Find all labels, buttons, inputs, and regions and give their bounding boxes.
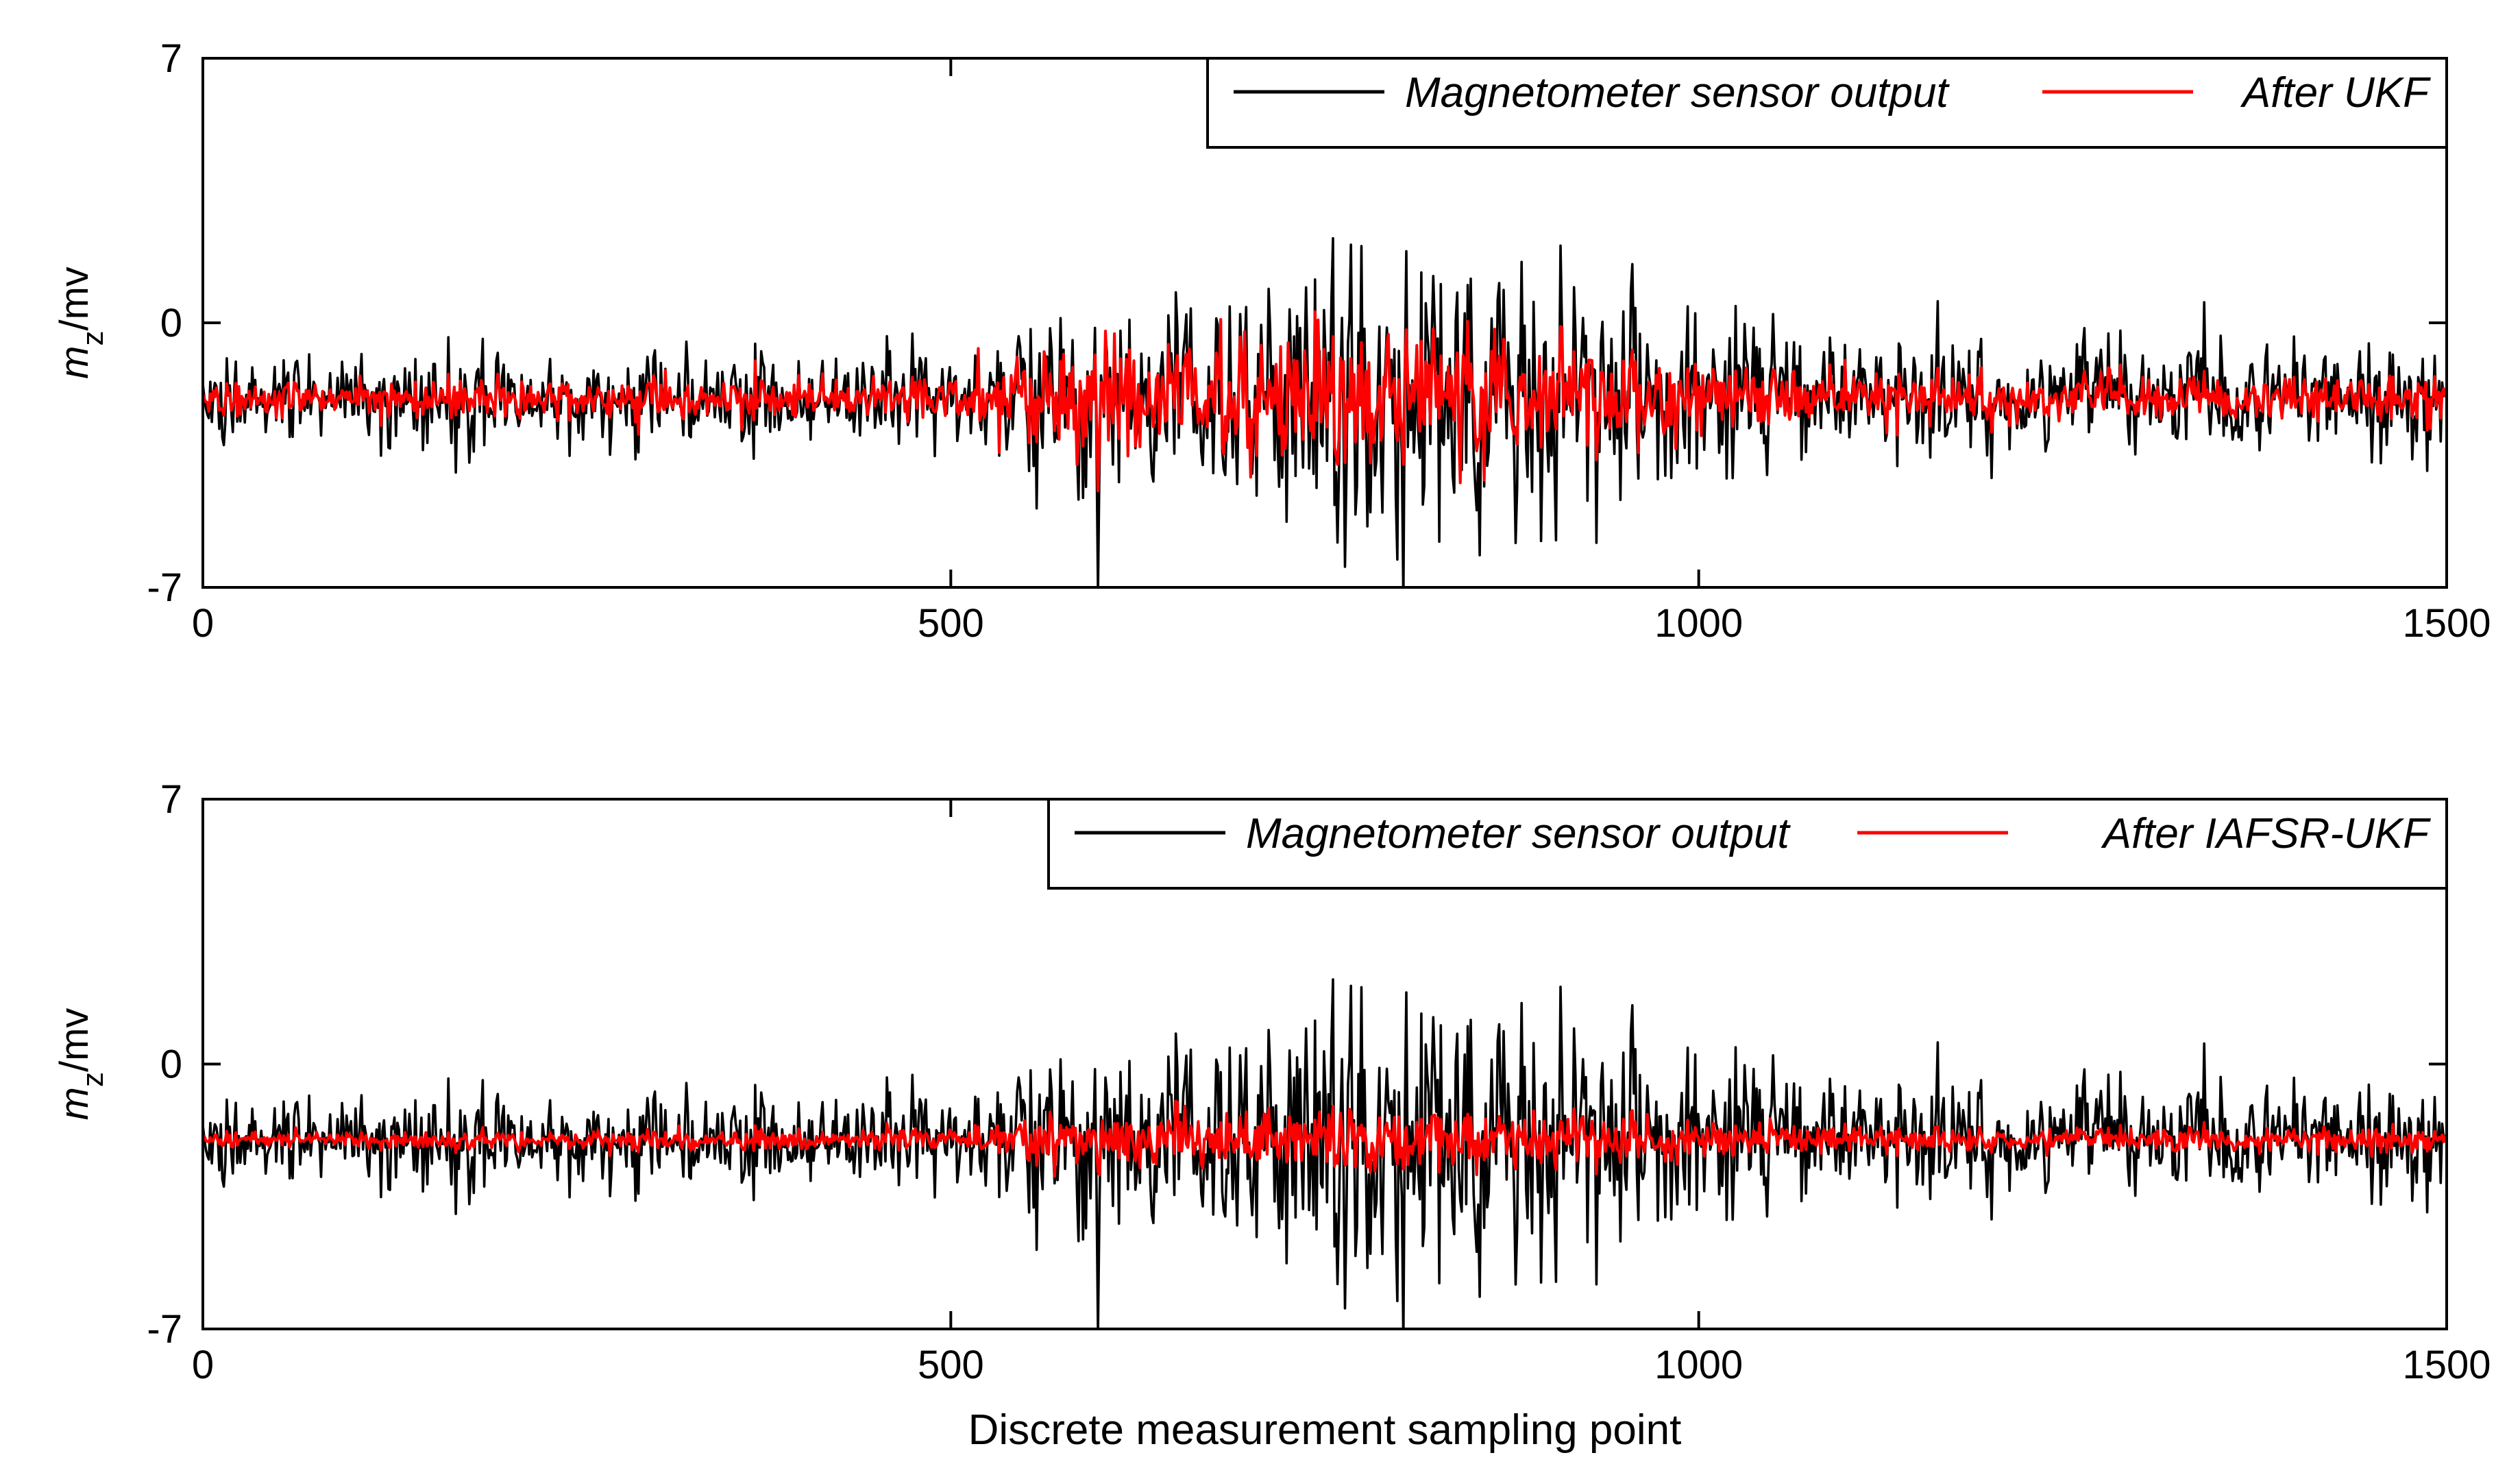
- legend-label-sensor: Magnetometer sensor output: [1405, 69, 1950, 117]
- legend-label-filtered: After UKF: [2240, 69, 2431, 117]
- y-axis-label: mz/mv: [52, 1008, 110, 1121]
- series-line-filtered: [203, 1099, 2447, 1178]
- y-tick-label: 0: [160, 301, 182, 345]
- legend-label-sensor: Magnetometer sensor output: [1246, 810, 1791, 857]
- x-tick-label: 1000: [1654, 601, 1743, 646]
- x-tick-label: 0: [192, 601, 214, 646]
- series-line-filtered: [203, 310, 2447, 493]
- y-tick-label: 7: [160, 36, 182, 81]
- plot-area: [203, 978, 2447, 1329]
- series-line-sensor-output: [203, 978, 2447, 1329]
- x-axis-label: Discrete measurement sampling point: [968, 1406, 1682, 1454]
- legend-box: [1206, 57, 2448, 149]
- y-tick-label: 7: [160, 777, 182, 822]
- y-tick-label: -7: [147, 1307, 182, 1352]
- legend-label-filtered: After IAFSR-UKF: [2101, 810, 2432, 857]
- x-tick-label: 500: [918, 601, 984, 646]
- x-tick-label: 1000: [1654, 1343, 1743, 1387]
- y-axis-label: mz/mv: [52, 267, 110, 379]
- y-tick-label: 0: [160, 1042, 182, 1087]
- x-tick-label: 1500: [2402, 601, 2491, 646]
- series-line-sensor-output: [203, 236, 2447, 587]
- legend: Magnetometer sensor output After IAFSR-UK…: [1047, 798, 2448, 890]
- x-tick-label: 0: [192, 1343, 214, 1387]
- x-tick-label: 500: [918, 1343, 984, 1387]
- x-tick-label: 1500: [2402, 1343, 2491, 1387]
- legend: Magnetometer sensor output After UKF: [1206, 57, 2448, 149]
- y-tick-label: -7: [147, 565, 182, 610]
- legend-box: [1047, 798, 2448, 890]
- plot-area: [203, 236, 2447, 587]
